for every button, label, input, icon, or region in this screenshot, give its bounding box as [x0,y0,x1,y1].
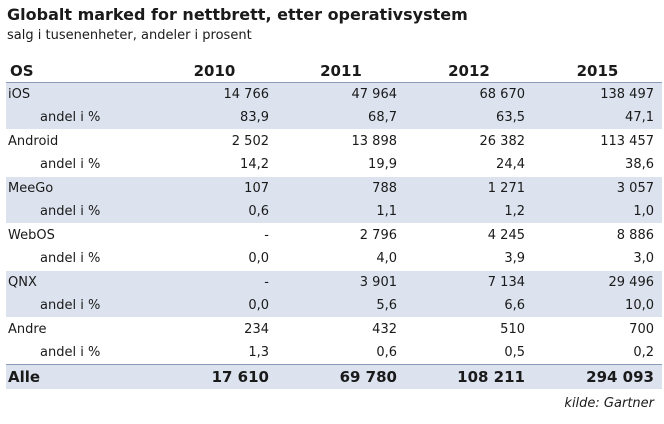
column-header-os: OS [6,60,152,83]
sales-row: WebOS -2 796 4 245 8 886 [6,223,662,247]
share-row: andel i % 0,0 4,0 3,9 3,0 [6,247,662,271]
os-name-cell: QNX [6,270,152,294]
share-cell: 68,7 [277,106,405,130]
sales-cell: 510 [405,317,533,341]
chart-subtitle: salg i tusenenheter, andeler i prosent [7,28,252,43]
share-cell: 19,9 [368,157,397,172]
share-cell: 0,2 [633,345,654,360]
share-cell: 0,6 [376,345,397,360]
share-row: andel i % 0,0 5,6 6,6 10,0 [6,294,662,318]
table-body: iOS 14 766 47 964 68 670 138 497 andel i % 83,… [6,82,662,365]
header-row: OS 2010 2011 2012 2015 [6,60,662,83]
share-cell: 24,4 [496,157,525,172]
share-row: andel i % 0,6 1,1 1,2 1,0 [6,200,662,224]
sales-cell: - [152,223,277,247]
share-row: andel i % 83,9 68,7 63,5 47,1 [6,106,662,130]
sales-cell: 8 886 [533,223,662,247]
sales-cell: 3 057 [533,176,662,200]
share-cell: 0,5 [504,345,525,360]
sales-cell: 47 964 [277,82,405,106]
share-cell: 1,2 [405,200,533,224]
share-label-cell: andel i % [6,200,152,224]
sales-cell: 68 670 [405,82,533,106]
share-cell: 10,0 [533,294,662,318]
share-cell: 83,9 [152,106,277,130]
share-cell: 1,0 [533,200,662,224]
sales-cell: 2 502 [152,129,277,153]
share-label-cell: andel i % [6,106,152,130]
sales-cell: 788 [277,176,405,200]
sales-row: MeeGo 107 788 1 271 3 057 [6,176,662,200]
share-label-cell: andel i % [40,251,101,266]
sales-cell: 107 [152,176,277,200]
total-cell: 108 211 [405,364,533,389]
sales-cell: 13 898 [277,129,405,153]
share-cell: 14,2 [240,157,269,172]
sales-cell: 7 134 [405,270,533,294]
chart-title: Globalt marked for nettbrett, etter oper… [7,5,468,24]
share-cell: 3,9 [504,251,525,266]
share-row: andel i % 1,3 0,6 0,5 0,2 [6,341,662,365]
share-cell: 38,6 [625,157,654,172]
sales-cell: 26 382 [405,129,533,153]
column-header-2010: 2010 [152,60,277,83]
total-cell: 17 610 [152,364,277,389]
sales-row: QNX -3 901 7 134 29 496 [6,270,662,294]
total-cell: 69 780 [277,364,405,389]
sales-cell: 14 766 [152,82,277,106]
column-header-2012: 2012 [405,60,533,83]
column-header-2015: 2015 [533,60,662,83]
share-cell: 0,0 [152,294,277,318]
sales-cell: 29 496 [533,270,662,294]
share-cell: 0,6 [152,200,277,224]
share-label-cell: andel i % [40,345,101,360]
share-cell: 63,5 [405,106,533,130]
total-row: Alle 17 610 69 780 108 211 294 093 [6,364,662,389]
os-name-cell: Andre [6,317,152,341]
sales-cell: 138 497 [533,82,662,106]
sales-cell: - [152,270,277,294]
share-cell: 1,3 [248,345,269,360]
share-cell: 6,6 [405,294,533,318]
share-cell: 3,0 [633,251,654,266]
sales-cell: 1 271 [405,176,533,200]
sales-cell: 3 901 [277,270,405,294]
share-cell: 4,0 [376,251,397,266]
sales-cell: 4 245 [405,223,533,247]
share-label-cell: andel i % [40,157,101,172]
sales-cell: 2 796 [277,223,405,247]
share-cell: 5,6 [277,294,405,318]
os-name-cell: MeeGo [6,176,152,200]
total-label: Alle [6,364,152,389]
column-header-2011: 2011 [277,60,405,83]
os-name-cell: iOS [6,82,152,106]
sales-row: Android 2 502 13 898 26 382 113 457 [6,129,662,153]
sales-cell: 234 [152,317,277,341]
total-cell: 294 093 [533,364,662,389]
sales-cell: 432 [277,317,405,341]
sales-row: Andre 234 432 510 700 [6,317,662,341]
sales-cell: 113 457 [533,129,662,153]
share-label-cell: andel i % [6,294,152,318]
share-cell: 0,0 [248,251,269,266]
os-name-cell: Android [6,129,152,153]
sales-row: iOS 14 766 47 964 68 670 138 497 [6,82,662,106]
data-table: OS 2010 2011 2012 2015 iOS 14 766 47 964 68… [6,60,662,389]
os-name-cell: WebOS [6,223,152,247]
sales-cell: 700 [533,317,662,341]
share-cell: 47,1 [533,106,662,130]
share-cell: 1,1 [277,200,405,224]
share-row: andel i % 14,2 19,9 24,4 38,6 [6,153,662,177]
source-note: kilde: Gartner [564,396,654,411]
